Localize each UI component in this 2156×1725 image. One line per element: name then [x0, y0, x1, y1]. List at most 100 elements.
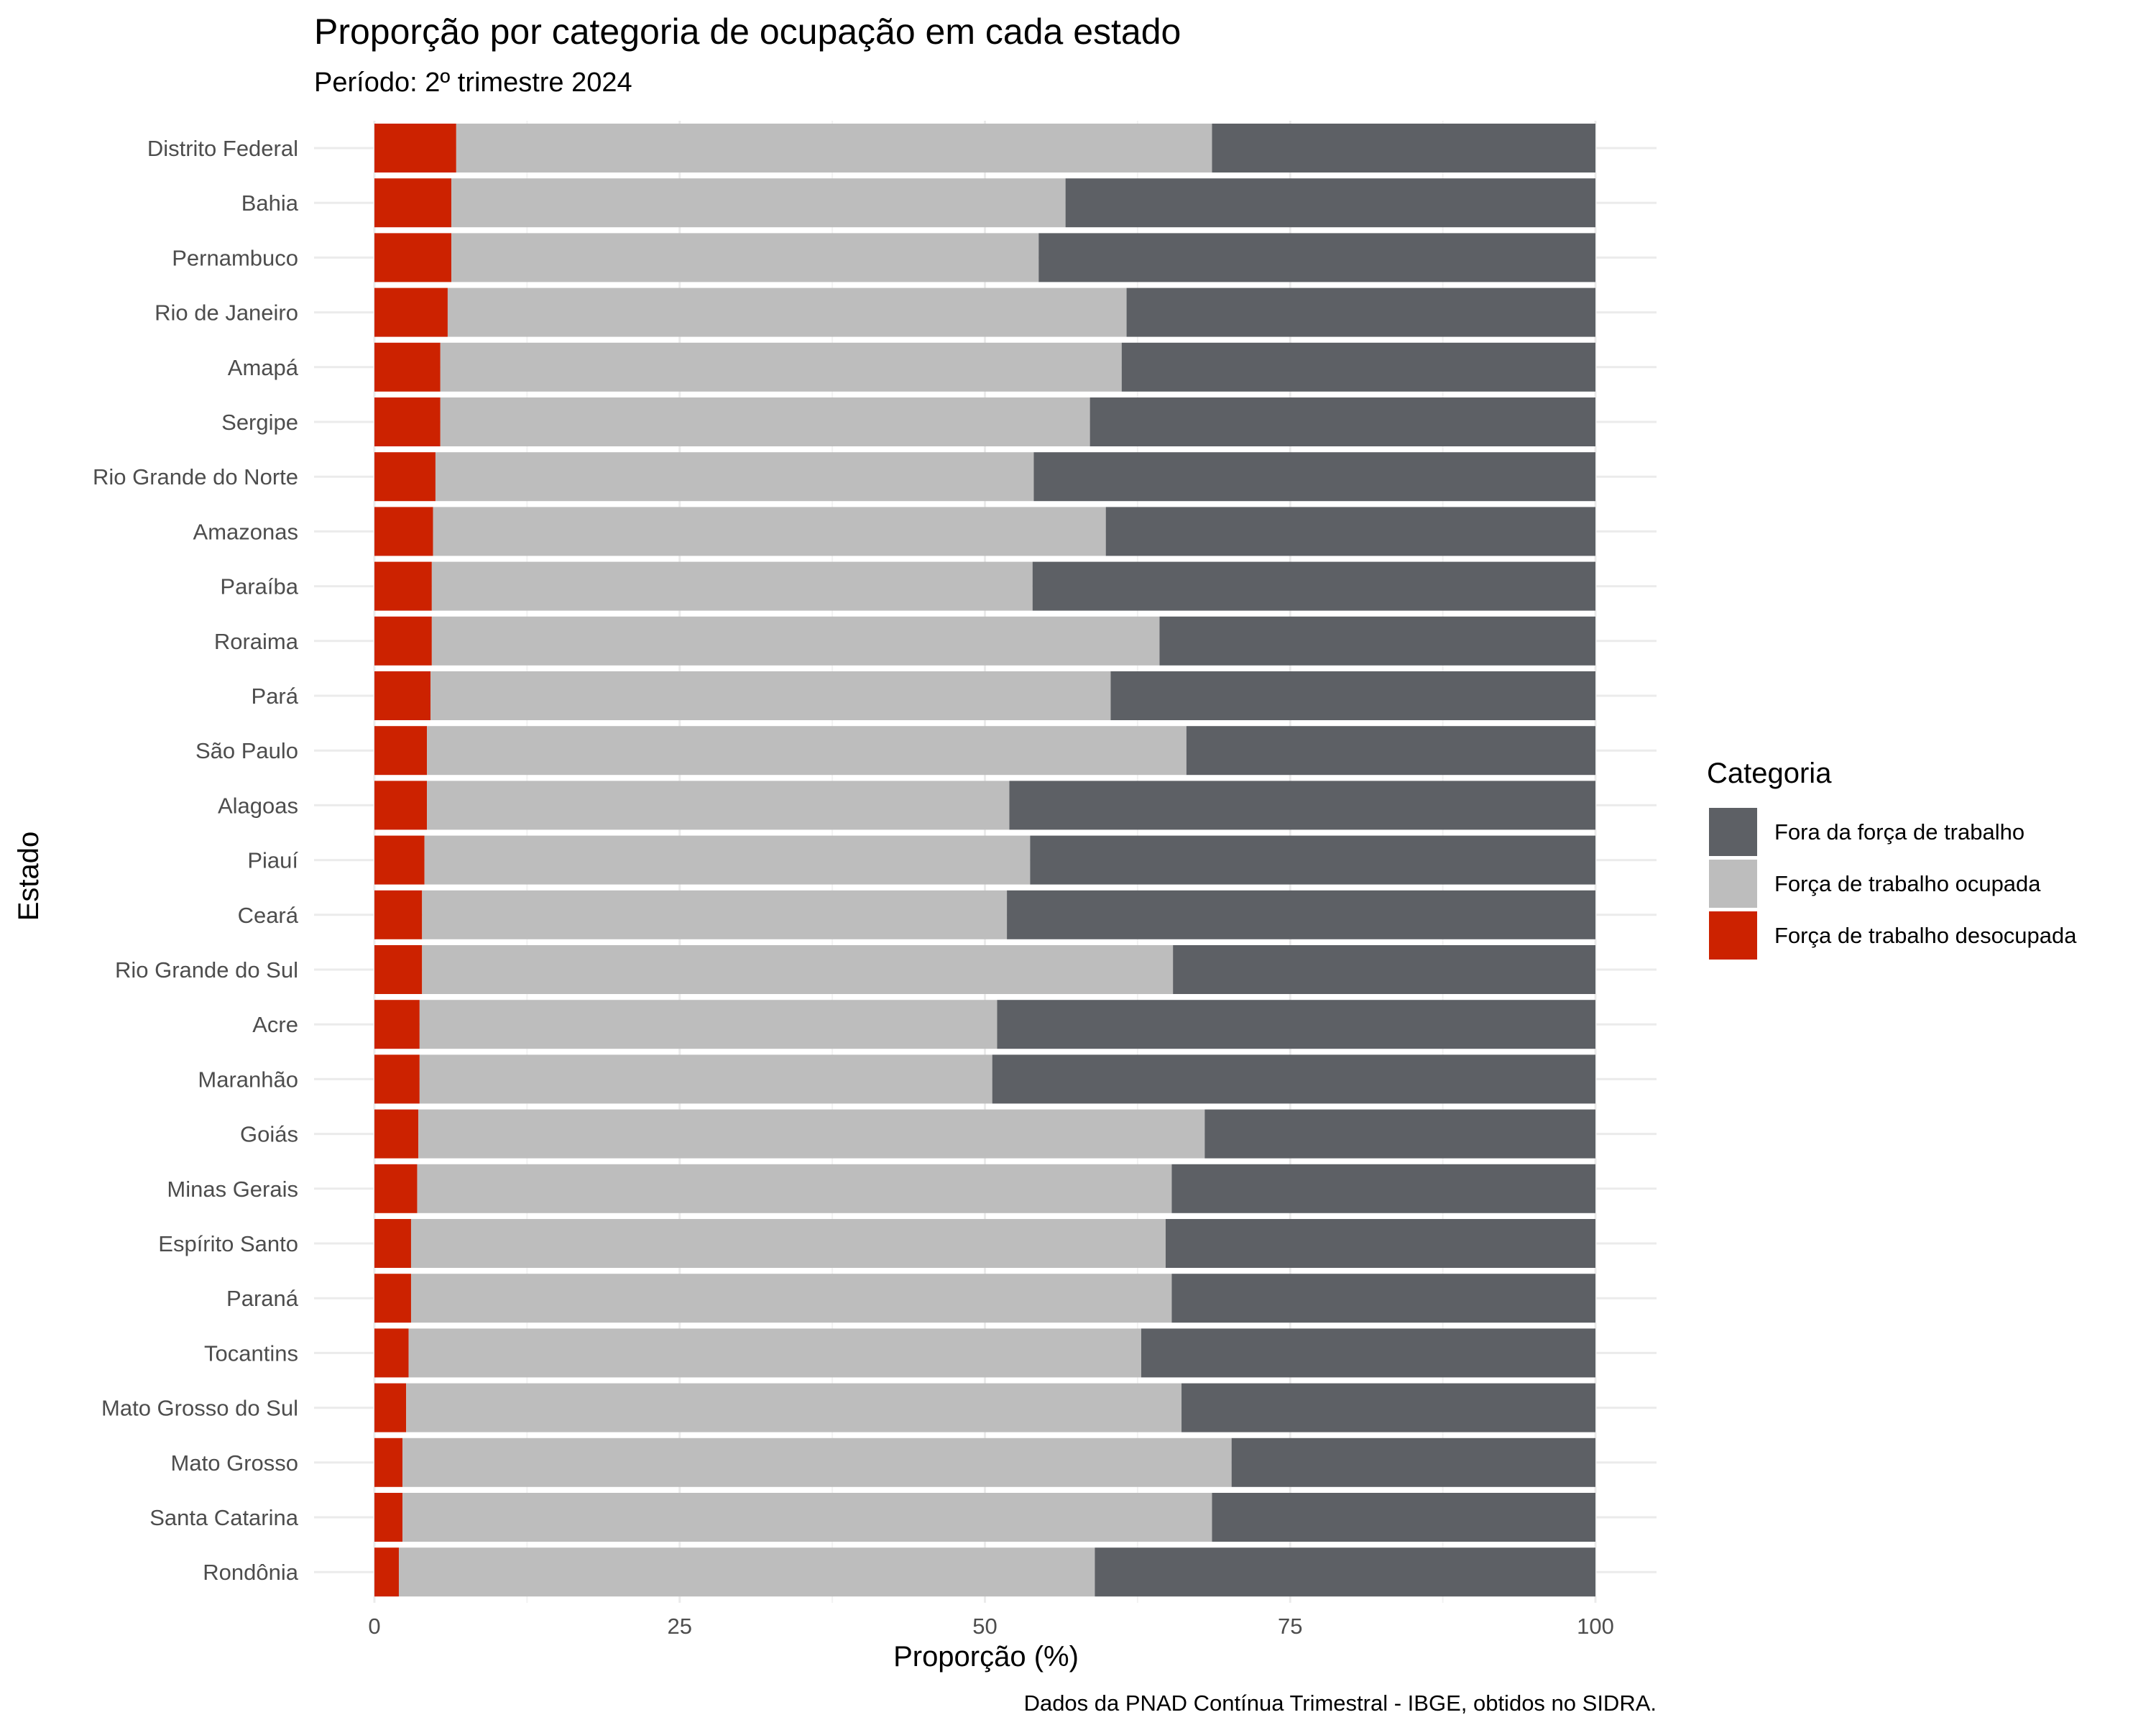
legend-label: Força de trabalho ocupada	[1774, 871, 2041, 896]
bar-segment: Rio Grande do Sul — Fora da força de tra…	[1173, 945, 1595, 994]
bar-segment: Piauí — Fora da força de trabalho: 46.3	[1030, 835, 1595, 885]
bar-segment: Maranhão — Força de trabalho desocupada:…	[374, 1054, 420, 1104]
bar-segment: Minas Gerais — Fora da força de trabalho…	[1171, 1164, 1595, 1213]
bar-segment: Acre — Fora da força de trabalho: 49	[997, 1000, 1595, 1049]
bar-segment: Espírito Santo — Força de trabalho desoc…	[374, 1219, 411, 1268]
y-tick-label: Roraima	[214, 629, 299, 654]
y-tick-label: São Paulo	[195, 738, 298, 763]
x-tick-label: 0	[368, 1614, 380, 1639]
y-axis-title: Estado	[13, 832, 45, 921]
bar-segment: Minas Gerais — Força de trabalho desocup…	[374, 1164, 418, 1213]
bar-segment: Piauí — Força de trabalho ocupada: 49.6	[424, 835, 1031, 885]
y-tick-label: Bahia	[241, 190, 299, 216]
y-tick-label: Acre	[252, 1012, 298, 1037]
bar-segment: Bahia — Força de trabalho ocupada: 50.3	[451, 178, 1066, 228]
bar-segment: Amazonas — Força de trabalho ocupada: 55…	[433, 507, 1106, 556]
y-tick-label: Goiás	[240, 1122, 298, 1147]
x-tick-label: 100	[1577, 1614, 1614, 1639]
bar-segment: Mato Grosso — Força de trabalho ocupada:…	[402, 1438, 1232, 1487]
bar-segment: Bahia — Fora da força de trabalho: 43.4	[1065, 178, 1595, 228]
bar-segment: Mato Grosso — Força de trabalho desocupa…	[374, 1438, 403, 1487]
chart-subtitle: Período: 2º trimestre 2024	[314, 68, 632, 98]
bar-segment: Rio de Janeiro — Fora da força de trabal…	[1126, 288, 1595, 337]
bar-segment: Amapá — Força de trabalho desocupada: 5.…	[374, 342, 441, 392]
legend: Categoria Fora da força de trabalho Força…	[1707, 758, 2077, 960]
bar-segment: Ceará — Força de trabalho desocupada: 3.…	[374, 890, 423, 939]
y-tick-label: Santa Catarina	[149, 1505, 299, 1530]
y-tick-label: Alagoas	[218, 793, 298, 818]
bar-segment: Goiás — Força de trabalho ocupada: 64.4	[418, 1109, 1205, 1159]
bar-segment: Tocantins — Fora da força de trabalho: 3…	[1141, 1328, 1595, 1378]
bar-segment: Amapá — Fora da força de trabalho: 38.8	[1121, 342, 1595, 392]
bar-segment: Paraná — Força de trabalho ocupada: 62.3	[410, 1274, 1172, 1323]
bar-segment: Amazonas — Fora da força de trabalho: 40…	[1105, 507, 1595, 556]
bar-segment: Ceará — Fora da força de trabalho: 48.2	[1007, 890, 1595, 939]
bar-segment: Rio Grande do Norte — Força de trabalho …	[374, 452, 436, 502]
bar-segment: Goiás — Fora da força de trabalho: 32	[1204, 1109, 1595, 1159]
bar-segment: Alagoas — Fora da força de trabalho: 48	[1009, 781, 1595, 830]
bar-segment: Roraima — Força de trabalho ocupada: 59.…	[431, 616, 1160, 666]
bars-group: Distrito Federal — Força de trabalho des…	[374, 124, 1595, 1597]
legend-title: Categoria	[1707, 758, 1832, 789]
bar-segment: Mato Grosso do Sul — Força de trabalho d…	[374, 1383, 407, 1432]
y-tick-label: Minas Gerais	[167, 1177, 298, 1202]
bar-segment: Pará — Força de trabalho ocupada: 55.7	[430, 671, 1111, 720]
bar-segment: Acre — Força de trabalho ocupada: 47.3	[419, 1000, 998, 1049]
chart-title: Proporção por categoria de ocupação em c…	[314, 12, 1181, 52]
legend-swatch	[1709, 860, 1757, 908]
y-tick-label: Rio Grande do Norte	[93, 464, 298, 489]
bar-segment: Paraíba — Força de trabalho ocupada: 49.…	[431, 561, 1033, 611]
bar-segment: São Paulo — Força de trabalho ocupada: 6…	[427, 726, 1187, 776]
bar-segment: Santa Catarina — Fora da força de trabal…	[1212, 1493, 1595, 1542]
bar-segment: Amazonas — Força de trabalho desocupada:…	[374, 507, 433, 556]
bar-segment: Amapá — Força de trabalho ocupada: 55.8	[440, 342, 1122, 392]
bar-segment: Alagoas — Força de trabalho desocupada: …	[374, 781, 428, 830]
bar-segment: São Paulo — Força de trabalho desocupada…	[374, 726, 428, 776]
bar-segment: Pernambuco — Força de trabalho desocupad…	[374, 233, 452, 282]
bar-segment: Distrito Federal — Força de trabalho ocu…	[456, 124, 1212, 172]
x-tick-label: 25	[668, 1614, 692, 1639]
x-tick-label: 50	[972, 1614, 997, 1639]
bar-segment: Rondônia — Força de trabalho desocupada:…	[374, 1547, 399, 1597]
bar-segment: Paraná — Força de trabalho desocupada: 3	[374, 1274, 411, 1323]
y-tick-label: Pará	[252, 684, 299, 709]
bar-segment: Rondônia — Força de trabalho ocupada: 57	[398, 1547, 1095, 1597]
y-tick-label: Amazonas	[193, 519, 298, 544]
bar-segment: Pernambuco — Fora da força de trabalho: …	[1038, 233, 1595, 282]
caption: Dados da PNAD Contínua Trimestral - IBGE…	[1024, 1690, 1657, 1716]
bar-segment: Acre — Força de trabalho desocupada: 3.7	[374, 1000, 420, 1049]
x-axis-title: Proporção (%)	[893, 1641, 1079, 1673]
bar-segment: Rio Grande do Sul — Força de trabalho de…	[374, 945, 423, 994]
bar-segment: Rio de Janeiro — Força de trabalho ocupa…	[447, 288, 1127, 337]
bar-segment: Espírito Santo — Força de trabalho ocupa…	[410, 1219, 1166, 1268]
bar-segment: Pernambuco — Força de trabalho ocupada: …	[451, 233, 1039, 282]
y-tick-label: Paraná	[226, 1286, 299, 1311]
bar-segment: Alagoas — Força de trabalho ocupada: 47.…	[427, 781, 1010, 830]
bar-segment: Sergipe — Força de trabalho ocupada: 53.…	[440, 397, 1090, 446]
bar-segment: Maranhão — Força de trabalho ocupada: 46…	[419, 1054, 992, 1104]
bar-segment: Tocantins — Força de trabalho desocupada…	[374, 1328, 409, 1378]
bar-segment: Goiás — Força de trabalho desocupada: 3.…	[374, 1109, 419, 1159]
bar-segment: Rio de Janeiro — Força de trabalho desoc…	[374, 288, 448, 337]
legend-label: Fora da força de trabalho	[1774, 819, 2024, 845]
bar-segment: Tocantins — Força de trabalho ocupada: 6…	[408, 1328, 1141, 1378]
y-tick-label: Ceará	[238, 903, 299, 928]
y-tick-label: Maranhão	[198, 1067, 298, 1092]
y-tick-label: Tocantins	[204, 1340, 298, 1366]
y-tick-label: Sergipe	[221, 410, 298, 435]
bar-segment: Piauí — Força de trabalho desocupada: 4.…	[374, 835, 425, 885]
bar-segment: Distrito Federal — Força de trabalho des…	[374, 124, 456, 172]
y-tick-label: Paraíba	[220, 574, 298, 599]
bar-segment: Roraima — Fora da força de trabalho: 35.…	[1159, 616, 1595, 666]
bar-segment: Roraima — Força de trabalho desocupada: …	[374, 616, 432, 666]
bar-segment: Bahia — Força de trabalho desocupada: 6.…	[374, 178, 452, 228]
bar-segment: Sergipe — Fora da força de trabalho: 41.…	[1089, 397, 1595, 446]
bar-segment: Rio Grande do Norte — Força de trabalho …	[435, 452, 1034, 502]
bar-segment: Minas Gerais — Força de trabalho ocupada…	[417, 1164, 1172, 1213]
bar-segment: Pará — Fora da força de trabalho: 39.7	[1110, 671, 1595, 720]
bar-segment: Espírito Santo — Fora da força de trabal…	[1165, 1219, 1595, 1268]
legend-swatch	[1709, 808, 1757, 856]
y-tick-label: Pernambuco	[172, 245, 298, 270]
y-tick-label: Rondônia	[203, 1560, 298, 1585]
bar-segment: Pará — Força de trabalho desocupada: 4.6	[374, 671, 431, 720]
